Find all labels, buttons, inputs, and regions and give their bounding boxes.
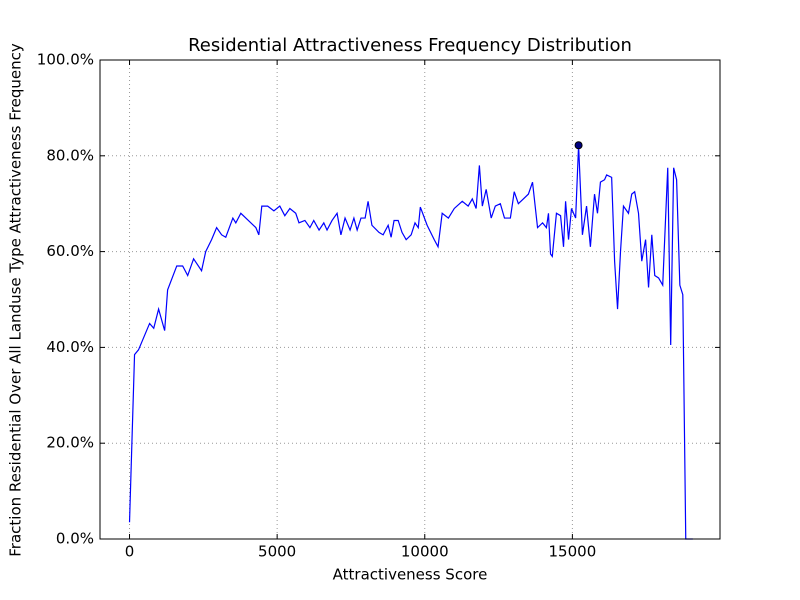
plot-frame bbox=[99, 59, 721, 540]
data-line bbox=[128, 145, 693, 540]
chart-title: Residential Attractiveness Frequency Dis… bbox=[188, 35, 632, 56]
x-tick-label: 5000 bbox=[258, 543, 296, 561]
y-tick-label: 80.0% bbox=[46, 146, 94, 164]
y-tick-label: 40.0% bbox=[46, 338, 94, 356]
y-tick-label: 0.0% bbox=[56, 530, 94, 548]
y-axis-label: Fraction Residential Over All Landuse Ty… bbox=[7, 43, 25, 557]
highlight-point bbox=[574, 141, 583, 150]
x-tick-label: 15000 bbox=[549, 543, 597, 561]
x-axis-label: Attractiveness Score bbox=[333, 566, 488, 584]
x-tick-label: 10000 bbox=[401, 543, 449, 561]
x-tick-label: 0 bbox=[125, 543, 135, 561]
y-tick-label: 100.0% bbox=[37, 51, 94, 69]
y-tick-label: 60.0% bbox=[46, 242, 94, 260]
y-tick-label: 20.0% bbox=[46, 434, 94, 452]
